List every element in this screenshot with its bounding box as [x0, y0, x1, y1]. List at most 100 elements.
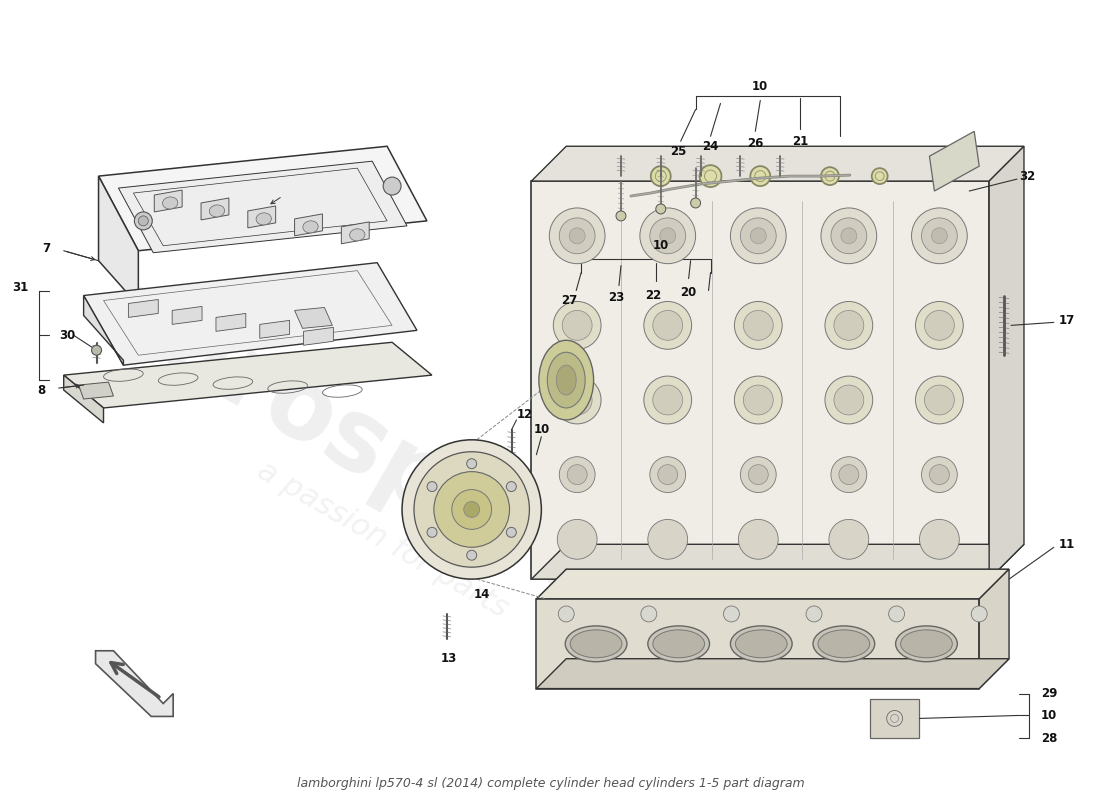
Text: 13: 13	[441, 652, 456, 666]
Text: 20: 20	[681, 286, 696, 299]
Polygon shape	[989, 146, 1024, 579]
Polygon shape	[537, 569, 1009, 599]
Text: a passion for parts: a passion for parts	[252, 455, 513, 623]
Polygon shape	[537, 599, 979, 689]
Ellipse shape	[730, 626, 792, 662]
Circle shape	[644, 376, 692, 424]
Text: lamborghini lp570-4 sl (2014) complete cylinder head cylinders 1-5 part diagram: lamborghini lp570-4 sl (2014) complete c…	[297, 777, 805, 790]
Text: 21: 21	[792, 134, 808, 148]
Polygon shape	[99, 146, 427, 250]
Circle shape	[644, 302, 692, 350]
Circle shape	[656, 204, 666, 214]
Ellipse shape	[821, 167, 839, 185]
Circle shape	[652, 385, 683, 415]
Circle shape	[740, 218, 777, 254]
Polygon shape	[304, 327, 333, 346]
Circle shape	[452, 490, 492, 530]
Ellipse shape	[652, 630, 705, 658]
Text: 29: 29	[1041, 687, 1057, 700]
Polygon shape	[870, 698, 920, 738]
Text: 31: 31	[12, 281, 29, 294]
Polygon shape	[64, 375, 103, 423]
Polygon shape	[295, 214, 322, 236]
Circle shape	[922, 457, 957, 493]
Polygon shape	[537, 658, 1009, 689]
Circle shape	[744, 385, 773, 415]
Circle shape	[922, 218, 957, 254]
Ellipse shape	[565, 626, 627, 662]
Text: 22: 22	[645, 289, 661, 302]
Text: 11: 11	[1059, 538, 1075, 550]
Circle shape	[466, 550, 476, 560]
Ellipse shape	[736, 630, 788, 658]
Polygon shape	[930, 131, 979, 191]
Ellipse shape	[209, 205, 224, 217]
Ellipse shape	[818, 630, 870, 658]
Polygon shape	[295, 307, 332, 328]
Polygon shape	[201, 198, 229, 220]
Text: 7: 7	[43, 242, 51, 255]
Ellipse shape	[895, 626, 957, 662]
Circle shape	[569, 228, 585, 244]
Text: 10: 10	[752, 80, 769, 93]
Polygon shape	[341, 222, 370, 244]
Circle shape	[740, 457, 777, 493]
Polygon shape	[531, 146, 1024, 181]
Polygon shape	[979, 569, 1009, 689]
Text: 26: 26	[747, 137, 763, 150]
Circle shape	[915, 302, 964, 350]
Circle shape	[912, 208, 967, 264]
Ellipse shape	[648, 626, 710, 662]
Circle shape	[834, 385, 864, 415]
Polygon shape	[129, 299, 158, 318]
Circle shape	[825, 302, 872, 350]
Circle shape	[730, 208, 786, 264]
Circle shape	[383, 177, 402, 195]
Circle shape	[562, 385, 592, 415]
Circle shape	[830, 218, 867, 254]
Circle shape	[506, 527, 516, 538]
Circle shape	[641, 606, 657, 622]
Circle shape	[735, 302, 782, 350]
Circle shape	[402, 440, 541, 579]
Circle shape	[691, 198, 701, 208]
Ellipse shape	[813, 626, 874, 662]
Circle shape	[806, 606, 822, 622]
Text: 10: 10	[1041, 709, 1057, 722]
Circle shape	[139, 216, 148, 226]
Circle shape	[650, 218, 685, 254]
Ellipse shape	[557, 365, 576, 395]
Circle shape	[924, 310, 955, 340]
Circle shape	[825, 376, 872, 424]
Circle shape	[427, 527, 437, 538]
Circle shape	[652, 310, 683, 340]
Ellipse shape	[256, 213, 272, 225]
Polygon shape	[84, 262, 417, 365]
Polygon shape	[248, 206, 276, 228]
Polygon shape	[64, 342, 432, 408]
Polygon shape	[173, 306, 202, 324]
Text: 25: 25	[671, 145, 686, 158]
Circle shape	[724, 606, 739, 622]
Circle shape	[889, 606, 904, 622]
Circle shape	[658, 465, 678, 485]
Circle shape	[830, 457, 867, 493]
Circle shape	[744, 310, 773, 340]
Circle shape	[559, 218, 595, 254]
Polygon shape	[78, 382, 113, 399]
Text: 14: 14	[473, 587, 490, 601]
Circle shape	[738, 519, 778, 559]
Circle shape	[414, 452, 529, 567]
Circle shape	[549, 208, 605, 264]
Circle shape	[924, 385, 955, 415]
Circle shape	[920, 519, 959, 559]
Ellipse shape	[901, 630, 953, 658]
Circle shape	[562, 310, 592, 340]
Circle shape	[559, 606, 574, 622]
Circle shape	[553, 376, 601, 424]
Ellipse shape	[302, 221, 318, 233]
Ellipse shape	[539, 340, 594, 420]
Ellipse shape	[350, 229, 365, 241]
Circle shape	[464, 502, 480, 518]
Circle shape	[91, 346, 101, 355]
